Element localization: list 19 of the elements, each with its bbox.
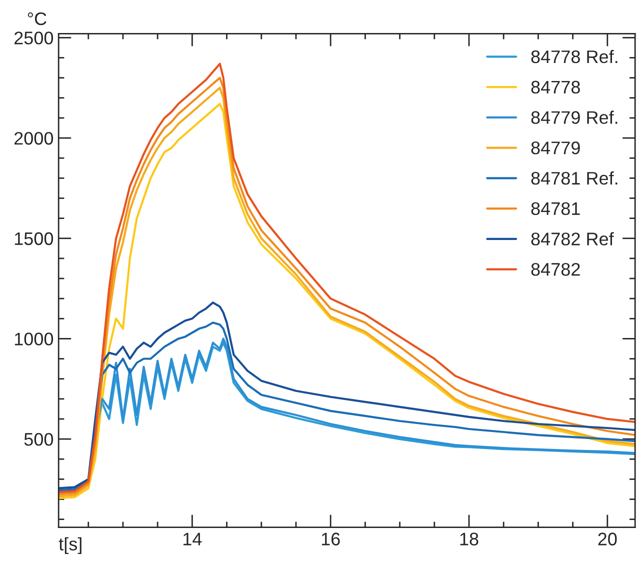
y-tick-label: 2500 xyxy=(14,32,54,44)
y-tick-label: 1000 xyxy=(14,332,54,346)
legend-label: 84781 xyxy=(531,202,580,216)
y-tick-label: 2000 xyxy=(14,132,54,145)
y-tick-label: 1500 xyxy=(14,232,54,246)
legend-label: 84782 Ref xyxy=(531,232,614,246)
legend-label: 84778 xyxy=(531,80,580,94)
y-tick-label: 500 xyxy=(24,432,54,446)
x-axis-title: t[s] xyxy=(58,537,82,554)
legend-label: 84779 xyxy=(531,142,580,154)
x-tick-label: 14 xyxy=(184,532,202,546)
x-tick-label: 16 xyxy=(322,532,340,546)
legend-label: 84779 Ref. xyxy=(531,110,618,124)
x-tick-label: 18 xyxy=(460,532,478,546)
x-tick-label: 20 xyxy=(598,532,617,546)
legend-label: 84781 Ref. xyxy=(531,171,618,185)
y-axis-title: °C xyxy=(28,12,46,26)
legend-label: 84782 xyxy=(531,262,580,276)
legend-label: 84778 Ref. xyxy=(531,50,618,64)
